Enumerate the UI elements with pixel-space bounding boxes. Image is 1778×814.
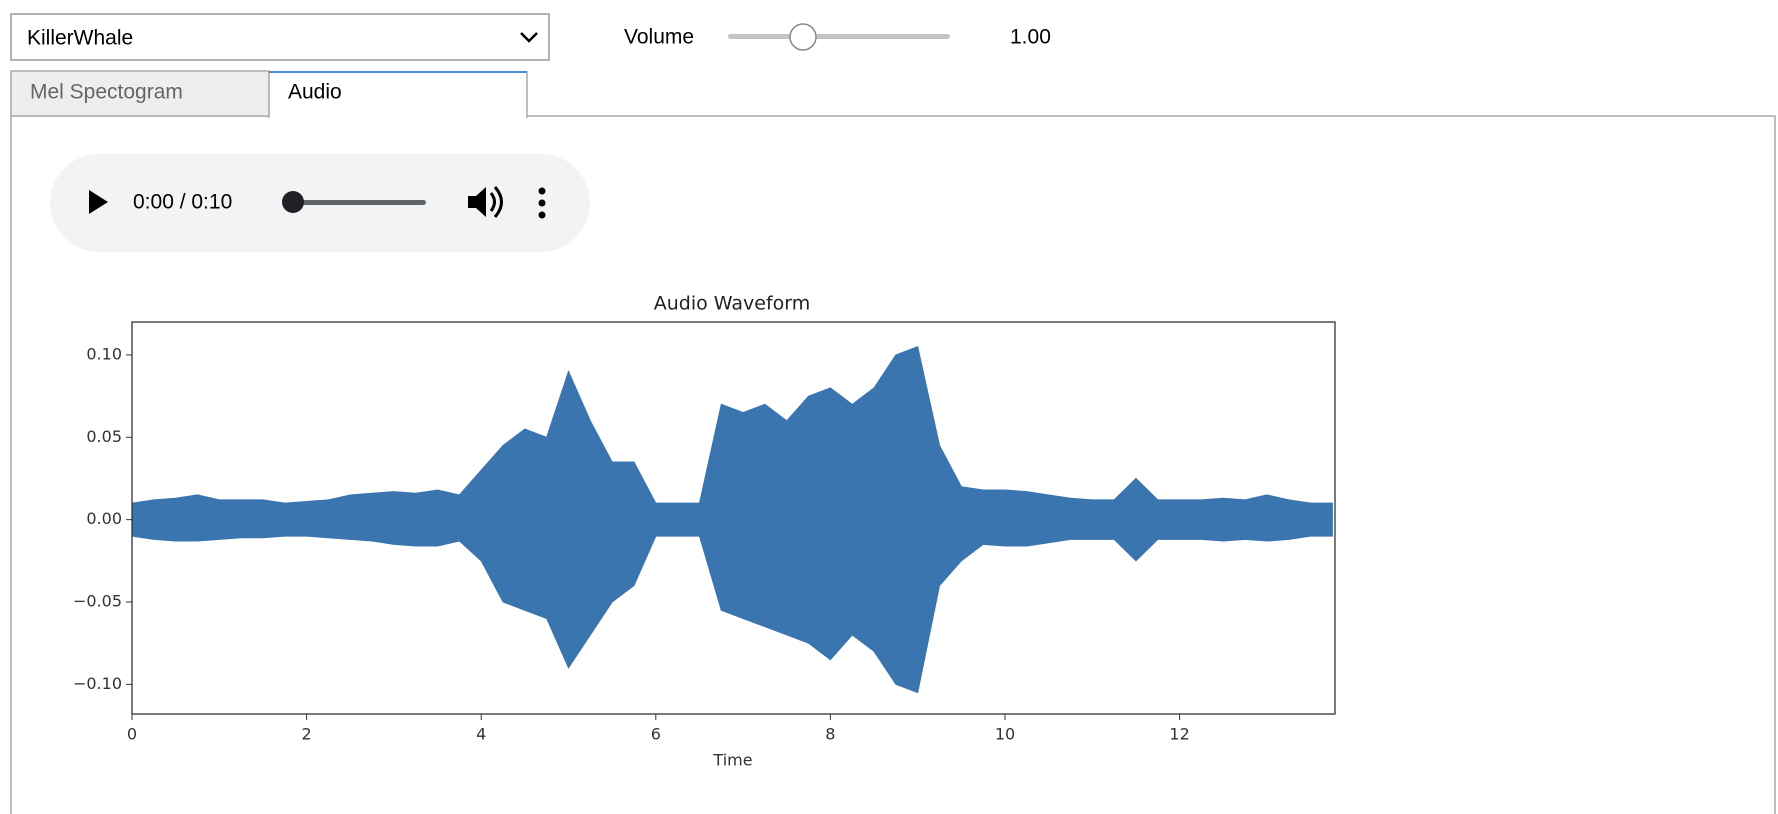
y-tick-label: −0.05 <box>73 592 122 611</box>
player-time: 0:00 / 0:10 <box>133 191 232 214</box>
dropdown[interactable] <box>10 13 550 61</box>
x-tick-label: 8 <box>825 725 835 744</box>
y-tick-label: 0.10 <box>86 344 122 363</box>
x-tick-label: 12 <box>1169 725 1189 744</box>
chart-title: Audio Waveform <box>654 293 811 315</box>
volume-label: Volume <box>624 26 694 49</box>
tab-label: Audio <box>288 81 342 104</box>
play-button[interactable] <box>89 190 108 214</box>
tab[interactable] <box>269 71 527 118</box>
tab-label: Mel Spectogram <box>30 81 183 104</box>
seek-handle[interactable] <box>282 191 304 213</box>
y-tick-label: −0.10 <box>73 674 122 693</box>
slider-track[interactable] <box>728 34 950 39</box>
dropdown-arrow <box>520 32 538 43</box>
x-tick-label: 6 <box>651 725 661 744</box>
tab[interactable] <box>10 70 270 117</box>
waveform-area <box>131 519 1333 694</box>
x-tick-label: 10 <box>995 725 1015 744</box>
dropdown-value: KillerWhale <box>27 27 133 50</box>
menu-button[interactable] <box>538 187 546 219</box>
mute-button[interactable] <box>468 187 486 217</box>
waveform-area <box>131 346 1333 521</box>
x-tick-label: 0 <box>127 725 137 744</box>
x-tick-label: 2 <box>302 725 312 744</box>
plot-frame <box>131 321 1336 715</box>
seek-bar[interactable] <box>283 200 426 205</box>
tab-panel <box>10 115 1776 814</box>
x-tick-label: 4 <box>476 725 486 744</box>
y-tick-label: 0.00 <box>86 509 122 528</box>
y-tick-label: 0.05 <box>86 427 122 446</box>
slider-handle[interactable] <box>789 23 817 51</box>
x-axis-label: Time <box>712 751 752 770</box>
volume-value: 1.00 <box>1010 26 1051 49</box>
volume-waves <box>489 186 503 218</box>
